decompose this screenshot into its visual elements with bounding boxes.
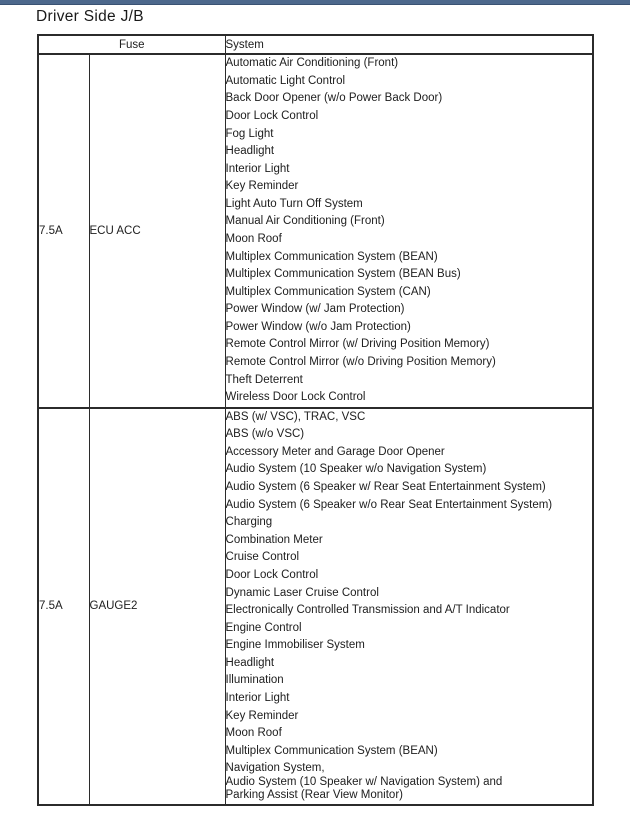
system-item: Illumination [225,674,284,687]
system-item: Power Window (w/ Jam Protection) [225,303,405,316]
system-item: ABS (w/ VSC), TRAC, VSC [225,410,366,423]
system-item: Door Lock Control [225,568,319,581]
system-item: Engine Immobiliser System [225,639,365,652]
fuse-name: GAUGE2 [88,407,226,806]
system-item: Manual Air Conditioning (Front) [225,215,385,228]
system-item: ABS (w/o VSC) [225,428,305,441]
system-item: Remote Control Mirror (w/o Driving Posit… [225,356,496,369]
fuse-amperage: 7.5A [37,53,90,409]
system-item: Wireless Door Lock Control [225,391,366,404]
system-item: Headlight [225,145,275,158]
system-column-header: System [224,34,594,55]
system-item: Automatic Light Control [225,74,346,87]
system-item: Cruise Control [225,551,300,564]
system-item: Remote Control Mirror (w/ Driving Positi… [225,338,490,351]
system-item: Multiplex Communication System (BEAN) [225,744,438,757]
table-header-row: Fuse System [37,34,594,55]
system-item: Moon Roof [225,727,282,740]
fuse-amperage: 7.5A [37,407,90,806]
top-border-bar [0,0,630,5]
fuse-name: ECU ACC [88,53,226,409]
system-list: Automatic Air Conditioning (Front) Autom… [224,53,594,409]
system-item: Headlight [225,656,275,669]
system-item: Fog Light [225,127,274,140]
system-item: Interior Light [225,692,290,704]
system-item-multiline: Navigation System, Audio System (10 Spea… [225,762,503,801]
system-item: Charging [225,516,273,529]
system-item: Back Door Opener (w/o Power Back Door) [225,92,443,105]
page-title: Driver Side J/B [36,8,144,25]
system-item: Dynamic Laser Cruise Control [225,586,379,599]
system-item: Audio System (10 Speaker w/o Navigation … [225,463,487,476]
system-item: Automatic Air Conditioning (Front) [225,57,399,70]
system-item: Multiplex Communication System (BEAN Bus… [225,268,461,281]
system-item: Audio System (6 Speaker w/ Rear Seat Ent… [225,481,546,494]
system-item: Combination Meter [225,533,323,546]
system-item: Accessory Meter and Garage Door Opener [225,445,445,458]
fuse-table: Fuse System 7.5A ECU ACC Automatic Air C… [37,34,595,807]
system-item: Door Lock Control [225,109,319,122]
system-item: Multiplex Communication System (CAN) [225,285,431,298]
table-row-gauge2: 7.5A GAUGE2 ABS (w/ VSC), TRAC, VSC ABS … [37,407,594,806]
system-list: ABS (w/ VSC), TRAC, VSC ABS (w/o VSC) Ac… [224,407,594,806]
system-item: Key Reminder [225,709,299,722]
system-item: Light Auto Turn Off System [225,197,363,210]
system-item: Key Reminder [225,180,299,193]
table-row-ecu-acc: 7.5A ECU ACC Automatic Air Conditioning … [37,53,594,409]
system-item: Moon Roof [225,232,282,245]
fuse-column-header: Fuse [37,34,226,55]
system-item: Audio System (6 Speaker w/o Rear Seat En… [225,498,553,511]
system-item: Multiplex Communication System (BEAN) [225,250,438,263]
system-item: Theft Deterrent [225,373,303,386]
system-item: Interior Light [225,162,290,175]
system-item: Electronically Controlled Transmission a… [225,604,510,617]
system-item: Power Window (w/o Jam Protection) [225,320,411,333]
system-item: Engine Control [225,621,302,634]
